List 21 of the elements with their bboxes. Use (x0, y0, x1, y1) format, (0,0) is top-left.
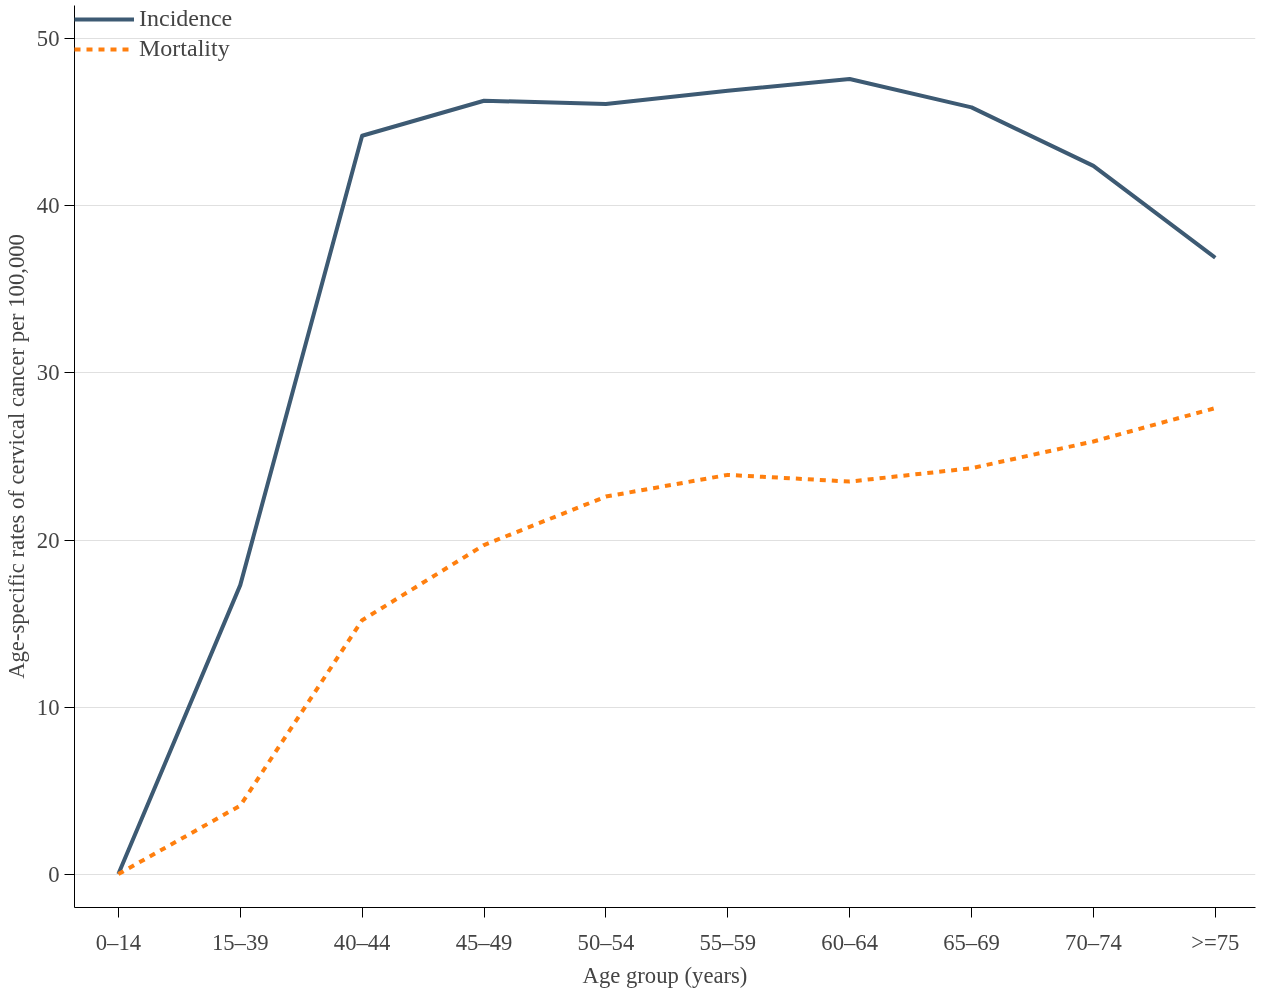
y-tick-label: 50 (36, 26, 60, 52)
x-tick-label: 15–39 (211, 929, 269, 955)
x-tick-label: 60–64 (821, 929, 878, 955)
y-tick-label: 0 (48, 861, 60, 887)
x-tick-label: 55–59 (699, 929, 757, 955)
legend-label: Incidence (139, 5, 233, 32)
x-tick-label: 70–74 (1065, 929, 1122, 955)
x-tick-label: 45–49 (455, 929, 513, 955)
x-tick-label: 50–54 (577, 929, 635, 955)
y-axis-title: Age-specific rates of cervical cancer per 100,000 (3, 234, 29, 679)
y-tick-label: 40 (36, 193, 60, 219)
y-tick-label: 10 (36, 694, 60, 720)
y-tick-label: 30 (36, 360, 60, 386)
x-tick-label: 65–69 (943, 929, 1000, 955)
x-axis-title: Age group (years) (582, 962, 748, 988)
x-tick-label: >=75 (1191, 929, 1240, 955)
y-tick-label: 20 (36, 527, 60, 553)
line-series (116, 77, 1218, 877)
x-tick-label: 0–14 (95, 929, 142, 955)
legend-label: Mortality (139, 35, 230, 62)
x-tick-label: 40–44 (333, 929, 391, 955)
